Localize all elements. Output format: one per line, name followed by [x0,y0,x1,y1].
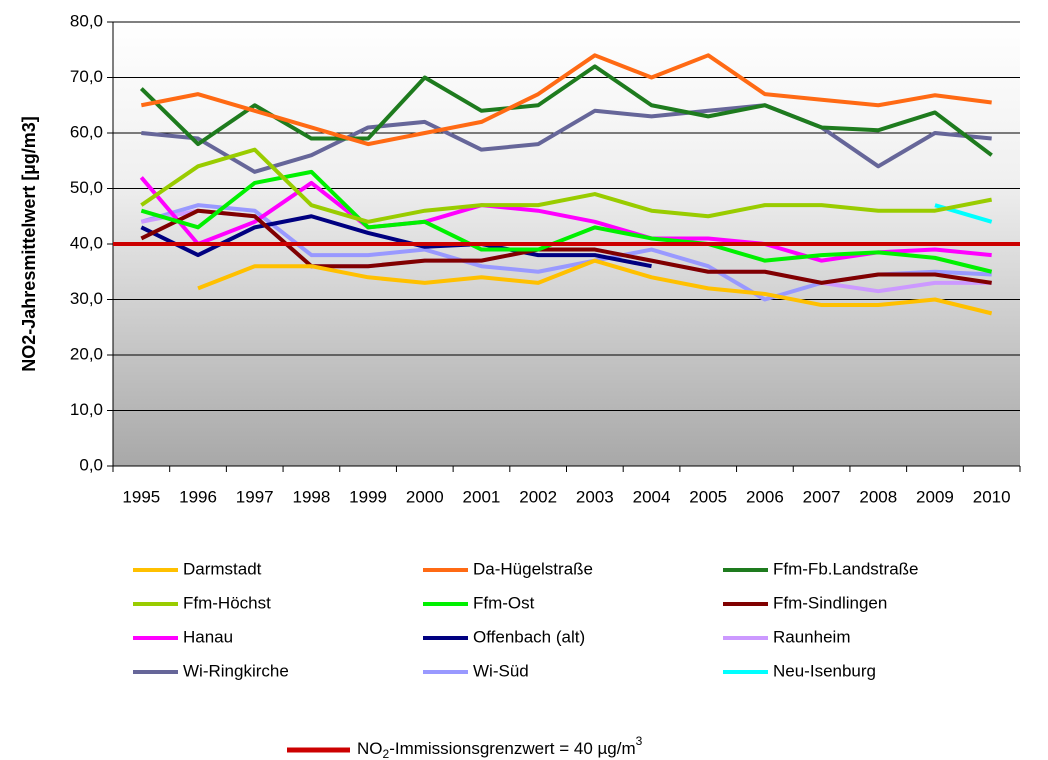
t: -Immissionsgrenzwert = 40 µg/m [389,739,635,758]
y-tick-label: 30,0 [70,289,103,308]
series-line [141,103,992,174]
series-line [140,214,652,269]
x-tick-label: 1999 [349,487,387,506]
legend-label: Da-Hügelstraße [473,559,593,578]
y-tick-label: 50,0 [70,178,103,197]
y-tick-label: 60,0 [70,122,103,141]
series-line [140,147,993,224]
legend-label: Ffm-Sindlingen [773,593,887,612]
x-tick-label: 1995 [122,487,160,506]
t: NO [357,739,383,758]
legend-label: Ffm-Höchst [183,593,271,612]
series-line [197,258,993,316]
t: 3 [636,734,643,748]
x-tick-label: 2001 [463,487,501,506]
legend-label: Offenbach (alt) [473,627,585,646]
series-line [140,53,992,147]
legend-label: Wi-Süd [473,661,529,680]
legend-label: Ffm-Ost [473,593,535,612]
legend-label: Wi-Ringkirche [183,661,289,680]
x-tick-label: 1996 [179,487,217,506]
t: 2 [383,747,390,760]
y-tick-label: 0,0 [79,455,103,474]
legend-label: Darmstadt [183,559,262,578]
y-tick-label: 80,0 [70,11,103,30]
limit-legend: NO2-Immissionsgrenzwert = 40 µg/m3 [287,734,643,760]
x-tick-label: 2009 [916,487,954,506]
x-tick-label: 1998 [292,487,330,506]
legend-label: Neu-Isenburg [773,661,876,680]
y-tick-label: 70,0 [70,67,103,86]
x-tick-label: 1997 [236,487,274,506]
y-tick-label: 40,0 [70,233,103,252]
legend-label: Ffm-Fb.Landstraße [773,559,919,578]
legend-label: Hanau [183,627,233,646]
x-tick-label: 2010 [973,487,1011,506]
y-tick-label: 10,0 [70,400,103,419]
x-tick-label: 2000 [406,487,444,506]
series-line [139,176,992,263]
x-tick-label: 2006 [746,487,784,506]
series-line [139,64,993,157]
legend-label: Raunheim [773,627,851,646]
x-tick-label: 2004 [633,487,671,506]
y-tick-label: 20,0 [70,344,103,363]
x-tick-label: 2003 [576,487,614,506]
x-tick-label: 2007 [803,487,841,506]
series-line [140,208,992,285]
x-tick-label: 2008 [859,487,897,506]
x-tick-label: 2002 [519,487,557,506]
x-tick-label: 2005 [689,487,727,506]
y-axis-label: NO2-Jahresmittelwert [µg/m3] [19,116,39,371]
limit-legend-text: NO2-Immissionsgrenzwert = 40 µg/m3 [357,734,643,760]
